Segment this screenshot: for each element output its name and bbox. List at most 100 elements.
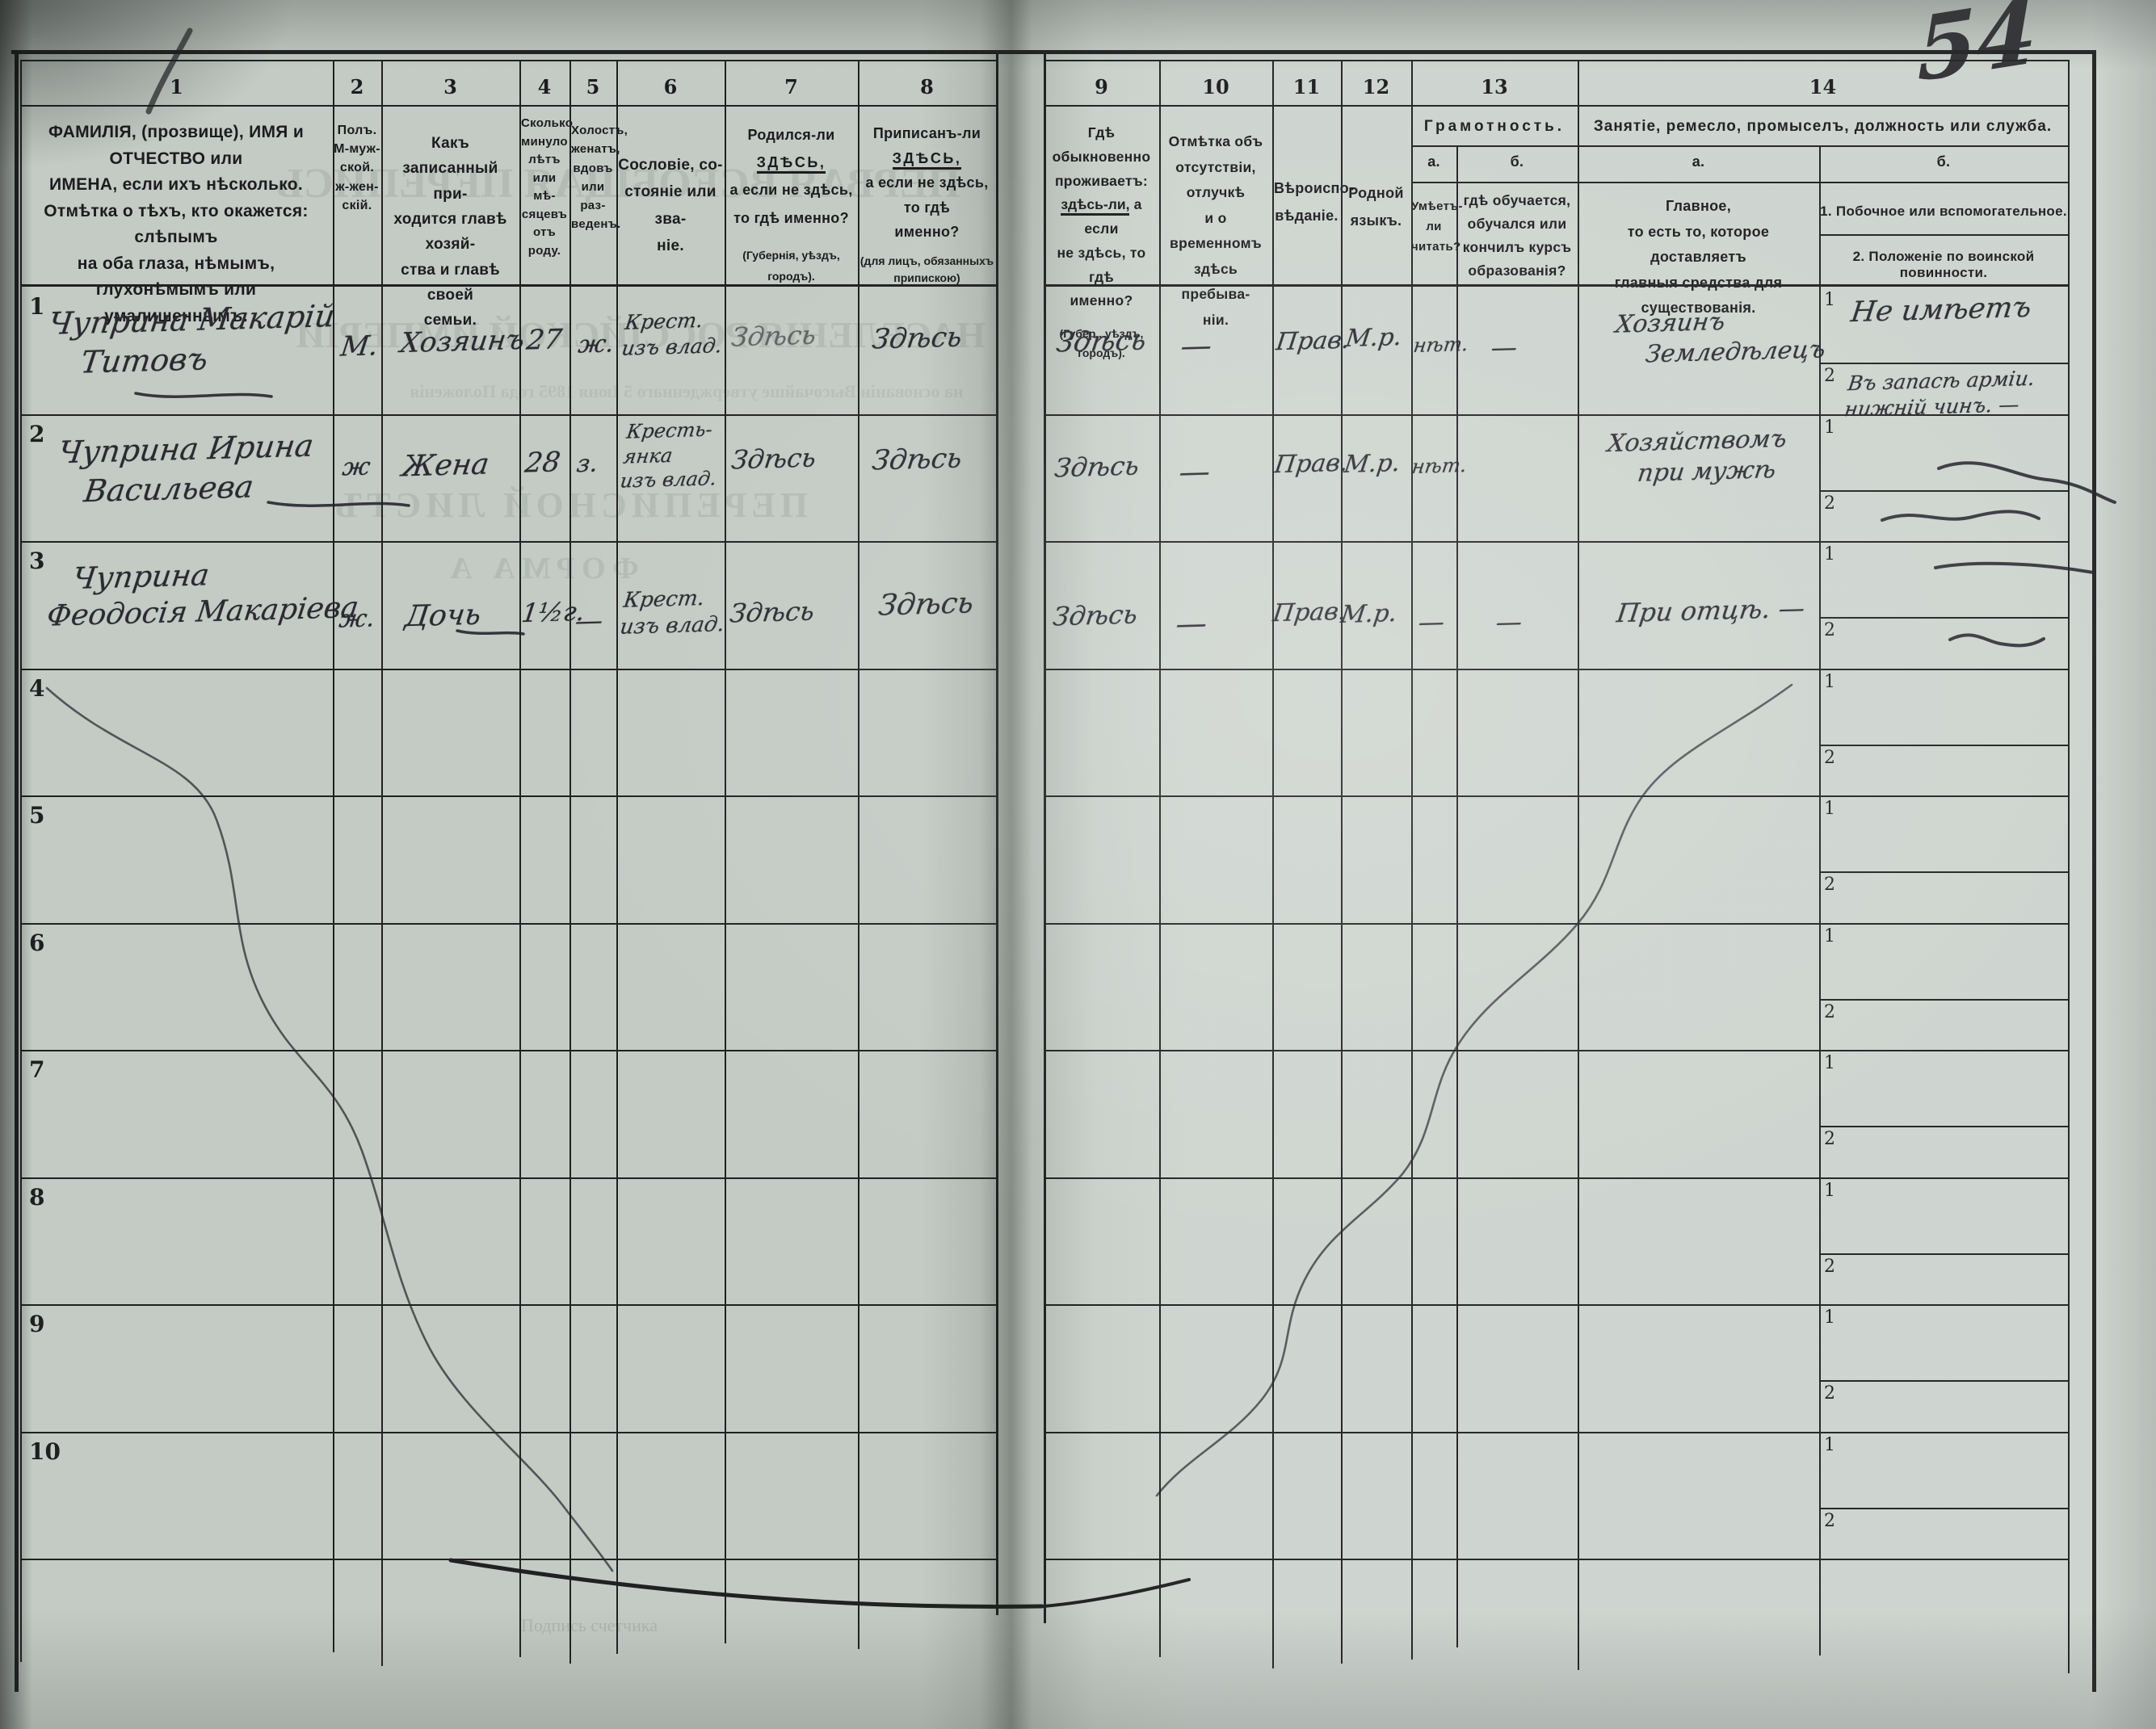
row1-absence-cell: —	[1179, 327, 1214, 364]
grid-hline	[1819, 617, 2068, 619]
grid-hline	[1819, 745, 2068, 746]
header-col7: Родился-ли ЗДѢСЬ, а если не здѣсь, то гдѣ…	[726, 121, 856, 287]
row3-birthplace-cell: Здѣсь	[728, 595, 817, 629]
grid-hline	[20, 284, 996, 287]
sub-row-label-1: 1	[1824, 926, 1835, 946]
sub-row-label-1: 1	[1824, 672, 1835, 692]
header-col13b-label: б.	[1510, 153, 1524, 170]
header-col4: Сколько минуло лѣтъ или мѣ-сяцевъ отъ роду.	[521, 116, 574, 258]
header-col14a-label: а.	[1692, 153, 1705, 170]
row3-sex-cell: ж.	[337, 604, 377, 634]
sub-row-label-2: 2	[1824, 620, 1835, 640]
grid-hline	[1044, 414, 2068, 416]
grid-vline	[616, 60, 618, 1654]
column-number-4: 4	[537, 75, 552, 99]
grid-hline	[1819, 1508, 2068, 1509]
grid-hline	[1819, 1253, 2068, 1255]
header-col12: Родной языкъ.	[1348, 185, 1404, 229]
row1-birthplace-cell: Здѣсь	[729, 319, 818, 353]
sub-row-label-2: 2	[1824, 1129, 1835, 1149]
table-bottom-border-right-page	[1042, 1578, 1191, 1608]
grid-hline	[20, 1432, 996, 1433]
column-number-3: 3	[443, 75, 457, 99]
row-number: 6	[29, 930, 45, 956]
header-col9-body: не здѣсь, то гдѣ именно?	[1057, 244, 1146, 309]
grid-vline	[519, 60, 521, 1657]
header-col2: Полъ. М-муж-ской. ж-жен-скій.	[334, 124, 380, 212]
grid-hline	[1044, 1559, 2068, 1560]
row2-absence-cell: —	[1177, 453, 1212, 490]
header-col14b-military-label: 2. Положеніе по воинской повинности.	[1852, 249, 2035, 280]
column-number-11: 11	[1292, 75, 1321, 99]
row2-relation-cell: Жена	[400, 447, 491, 484]
row1-religion-cell: Прав.	[1274, 325, 1351, 357]
row-number: 7	[29, 1056, 45, 1083]
grid-vline	[1578, 60, 1579, 1670]
row3-occupation-cell: При отцѣ. —	[1615, 592, 1807, 629]
header-col8: Приписанъ-ли ЗДѢСЬ, а если не здѣсь, то …	[859, 121, 994, 287]
grid-hline	[1044, 60, 2068, 61]
header-col13a: Умѣетъ-ли читать?	[1411, 199, 1463, 254]
grid-hline	[20, 1177, 996, 1179]
grid-vline	[1341, 60, 1343, 1664]
row1-literacy-cell: нѣт.	[1412, 333, 1470, 357]
grid-hline	[1044, 105, 2068, 107]
grid-vline	[1411, 60, 1413, 1660]
header-col14-title: Занятіе, ремесло, промыселъ, должность и…	[1593, 118, 2053, 135]
sub-row-label-2: 2	[1824, 493, 1835, 514]
row2-birthplace-cell: Здѣсь	[729, 442, 818, 476]
grid-hline	[1044, 1432, 2068, 1433]
row-number: 9	[29, 1311, 45, 1337]
sub-row-label-1: 1	[1824, 1181, 1835, 1201]
column-number-5: 5	[586, 75, 600, 99]
row3-estate-cell: Крест. изъ влад.	[618, 586, 726, 640]
header-col9-line3: здѣсь-ли, а если	[1061, 196, 1142, 237]
row2-occupation-cell: Хозяйствомъ при мужѣ	[1605, 424, 1788, 489]
row3-relation-cell: Дочь	[403, 598, 483, 634]
grid-hline	[1044, 1050, 2068, 1051]
header-col13a-label: а.	[1427, 153, 1440, 170]
header-col9-top: Гдѣ обыкновенно проживаетъ:	[1052, 124, 1151, 189]
registered-here-emphasis: ЗДѢСЬ,	[892, 149, 962, 170]
grid-hline	[1819, 999, 2068, 1001]
header-col8-line1: Приписанъ-ли ЗДѢСЬ,	[859, 121, 994, 170]
row3-education-cell: —	[1494, 606, 1524, 638]
row2-name-cell: Чуприна Ирина Васильева	[56, 427, 316, 509]
grid-hline	[1819, 234, 2068, 236]
row3-military-wavy-dash	[1948, 633, 2045, 648]
grid-hline	[1411, 145, 2068, 147]
row2-literacy-cell: нѣт.	[1410, 454, 1469, 478]
grid-hline	[1044, 1304, 2068, 1306]
column-number-14: 14	[1809, 75, 1837, 99]
grid-vline	[1159, 60, 1161, 1657]
header-col13-title: Грамотность.	[1423, 118, 1566, 135]
column-number-13: 13	[1481, 75, 1508, 99]
column-number-6: 6	[663, 75, 678, 99]
row3-literacy-cell: —	[1416, 606, 1447, 638]
grid-vline	[333, 60, 334, 1652]
grid-hline	[20, 541, 996, 543]
row2-religion-cell: Прав.	[1272, 448, 1350, 480]
sub-row-label-1: 1	[1824, 418, 1835, 438]
row1-language-cell: М.р.	[1343, 323, 1404, 353]
grid-hline	[1411, 182, 2068, 183]
row-number: 4	[29, 675, 45, 702]
row2-residence-cell: Здѣсь	[1053, 450, 1141, 484]
row1-name-cell: Чуприна Макарій Титовъ	[46, 298, 338, 380]
grid-vline	[15, 50, 19, 1692]
header-col3: Какъ записанный при-ходится главѣ хозяй-…	[393, 135, 507, 329]
grid-hline	[1819, 490, 2068, 492]
row-number: 5	[29, 802, 45, 829]
column-number-2: 2	[350, 75, 364, 99]
row3-side-occupation-dash	[1934, 561, 2095, 574]
row1-name-flourish	[134, 392, 273, 398]
row-number: 2	[29, 421, 45, 447]
grid-hline	[1819, 1380, 2068, 1382]
bleedthrough-form-label: ФОРМА А	[443, 552, 639, 585]
header-col13b: гдѣ обучается, обучался или кончилъ курсъ о…	[1462, 192, 1572, 279]
grid-vline	[20, 60, 22, 1662]
grid-hline	[20, 414, 996, 416]
header-col8-note: (для лицъ, обязанныхъ припискою)	[859, 254, 994, 284]
row1-sex-cell: М.	[338, 329, 380, 363]
column-number-1: 1	[170, 75, 183, 99]
